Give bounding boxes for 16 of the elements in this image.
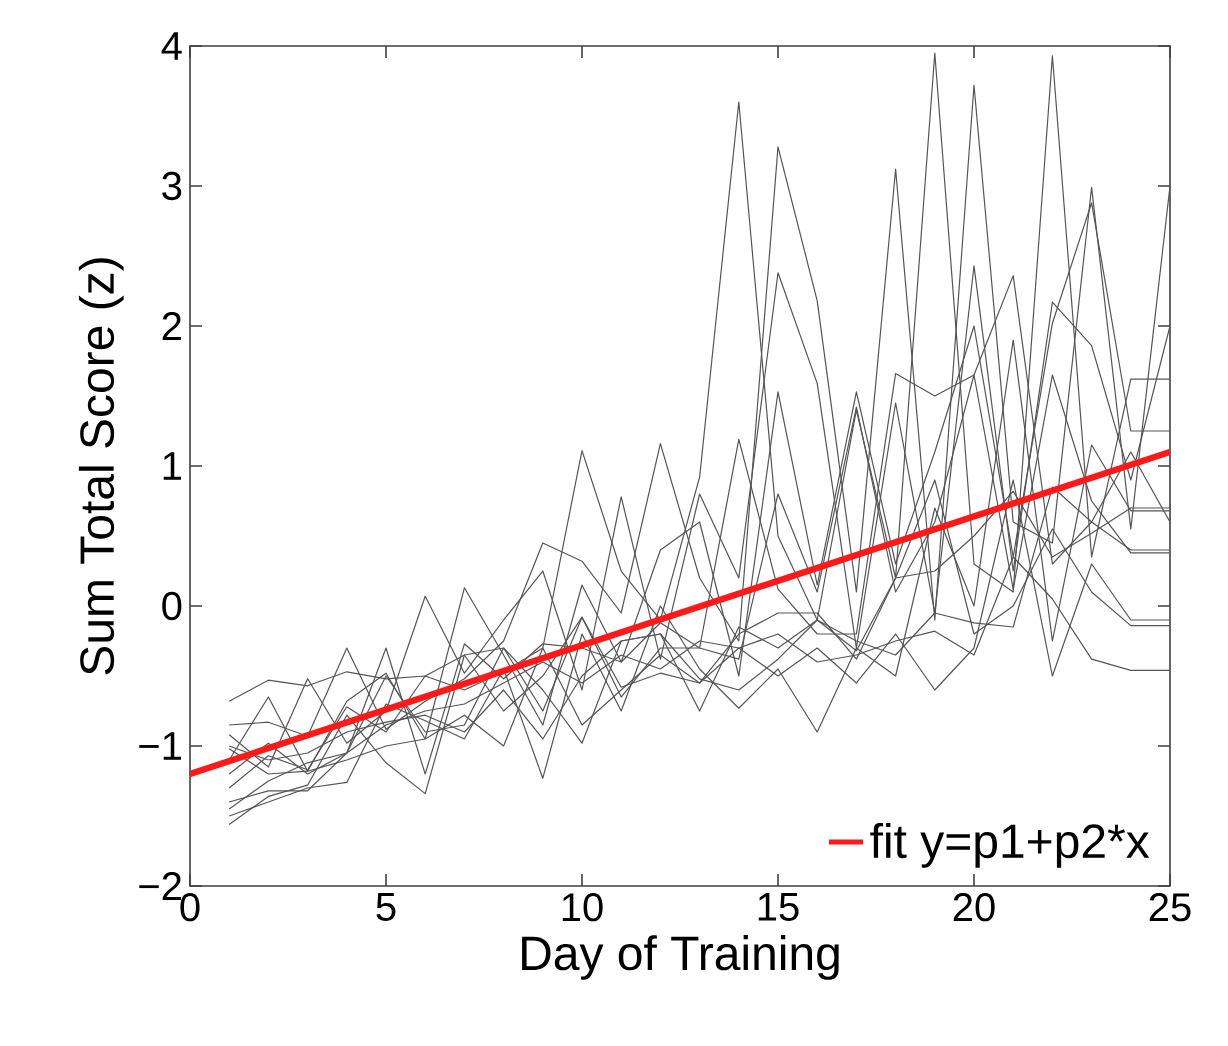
y-tick-label: 3 (162, 171, 182, 201)
y-tick-label: −2 (139, 872, 181, 900)
y-tick-label: 0 (162, 591, 182, 621)
legend-label: fit y=p1+p2*x (870, 823, 1150, 868)
y-tick-label: 2 (162, 312, 181, 340)
y-tick-label: −1 (139, 732, 181, 760)
x-tick-label: 5 (376, 893, 396, 921)
y-tick-label: 1 (163, 452, 181, 480)
x-tick-label: 25 (1149, 893, 1191, 922)
x-tick-label: 10 (562, 893, 603, 922)
y-tick-label: 4 (161, 32, 182, 60)
y-axis-title: Sum Total Score (z) (78, 258, 124, 675)
x-tick-label: 0 (180, 893, 200, 922)
x-tick-label: 15 (758, 893, 799, 921)
x-axis-title: Day of Training (522, 935, 839, 980)
x-tick-label: 20 (953, 893, 995, 922)
